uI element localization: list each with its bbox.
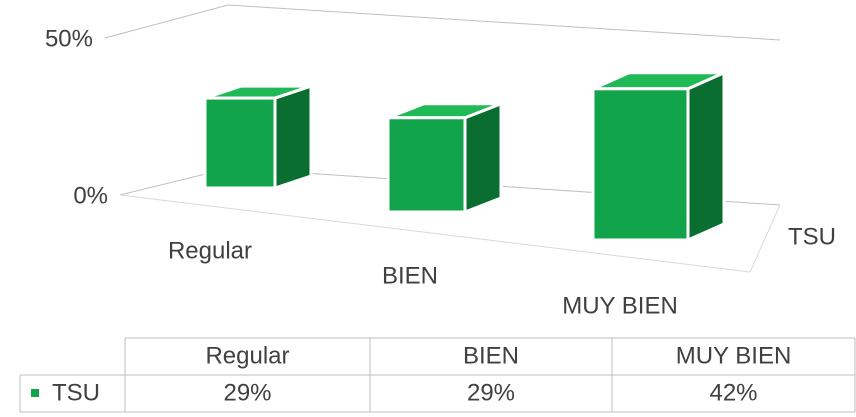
bar-front bbox=[203, 96, 277, 190]
y-tick-label: 50% bbox=[45, 25, 93, 52]
bar-front bbox=[386, 116, 467, 214]
legend-label: TSU bbox=[52, 379, 100, 406]
category-label: BIEN bbox=[382, 262, 438, 289]
bar-side bbox=[273, 84, 313, 191]
table-header: MUY BIEN bbox=[676, 342, 792, 369]
table-value: 29% bbox=[467, 379, 515, 406]
y-tick-label: 0% bbox=[73, 182, 108, 209]
table-header: BIEN bbox=[463, 342, 519, 369]
depth-axis-label: TSU bbox=[788, 223, 836, 250]
table-header: Regular bbox=[205, 342, 289, 369]
bar-front bbox=[591, 87, 690, 242]
grid-line bbox=[104, 4, 781, 41]
bar-side bbox=[686, 70, 726, 243]
table-value: 42% bbox=[709, 379, 757, 406]
floor-edge bbox=[119, 194, 751, 273]
bar-side bbox=[463, 101, 503, 215]
category-label: Regular bbox=[168, 237, 252, 264]
floor-edge bbox=[749, 204, 781, 273]
legend-swatch bbox=[31, 389, 39, 397]
table-value: 29% bbox=[223, 379, 271, 406]
category-label: MUY BIEN bbox=[562, 292, 678, 319]
